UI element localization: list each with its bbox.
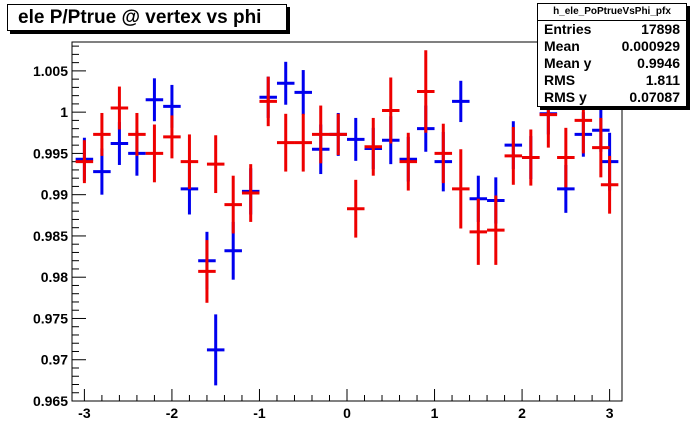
data-point (364, 117, 383, 176)
data-point (276, 113, 295, 172)
data-point (145, 78, 164, 122)
data-point (206, 314, 225, 386)
data-point (347, 117, 365, 161)
data-point (198, 240, 216, 303)
data-point (311, 105, 330, 164)
data-point (452, 80, 470, 123)
data-point (600, 155, 619, 214)
stats-label: Entries (544, 21, 592, 37)
data-point (276, 61, 295, 105)
data-point (128, 112, 146, 156)
data-point (592, 117, 610, 178)
stats-label: RMS (544, 72, 576, 88)
data-point (75, 140, 94, 184)
series-layer (75, 50, 619, 386)
data-point (259, 76, 277, 127)
x-tick-label: -3 (78, 405, 91, 421)
data-point (93, 148, 111, 195)
stats-value: 0.9946 (637, 55, 680, 71)
y-tick-label: 1.005 (33, 63, 68, 79)
stats-value: 17898 (641, 21, 680, 37)
x-tick-label: 1 (431, 405, 439, 421)
stats-value: 0.07087 (629, 89, 680, 105)
series-2 (75, 50, 619, 303)
x-tick-label: -2 (166, 405, 179, 421)
y-tick-label: 0.995 (33, 145, 68, 161)
data-point (294, 70, 312, 115)
stats-row-rms: RMS 1.811 (538, 72, 686, 89)
data-point (206, 135, 225, 194)
data-point (163, 115, 181, 159)
tick-labels: 0.965 0.97 0.975 0.98 0.985 0.99 0.995 1 1.005 -3… (33, 63, 614, 421)
data-point (241, 164, 260, 222)
data-point (294, 113, 312, 172)
stats-row-mean: Mean 0.000929 (538, 38, 686, 55)
data-point (224, 175, 242, 234)
x-tick-label: -1 (253, 405, 266, 421)
stats-row-mean-y: Mean y 0.9946 (538, 55, 686, 72)
data-point (399, 132, 418, 191)
stats-row-rms-y: RMS y 0.07087 (538, 89, 686, 106)
axis-ticks (72, 45, 611, 402)
stats-value: 1.811 (645, 72, 680, 88)
stats-row-entries: Entries 17898 (538, 21, 686, 38)
data-point (522, 129, 540, 186)
y-tick-label: 0.975 (33, 310, 68, 326)
x-tick-label: 3 (606, 405, 614, 421)
data-point (93, 112, 111, 156)
data-point (180, 134, 199, 189)
y-tick-label: 0.985 (33, 228, 68, 244)
stats-box: h_ele_PoPtrueVsPhi_pfx Entries 17898 Mea… (537, 3, 687, 107)
y-tick-label: 0.965 (33, 393, 68, 409)
y-tick-label: 0.99 (41, 187, 68, 203)
chart-title-text: ele P/Ptrue @ vertex vs phi (18, 7, 262, 28)
data-point (382, 77, 400, 144)
data-point (452, 149, 470, 229)
stats-label: Mean (544, 38, 580, 54)
data-point (145, 124, 164, 183)
stats-value: 0.000929 (621, 38, 680, 54)
plot-frame (71, 41, 623, 402)
stats-label: RMS y (544, 89, 587, 105)
stats-name: h_ele_PoPtrueVsPhi_pfx (538, 4, 686, 21)
data-point (434, 123, 453, 184)
y-tick-label: 0.97 (41, 352, 68, 368)
y-tick-label: 0.98 (41, 269, 68, 285)
x-tick-label: 2 (518, 405, 526, 421)
y-tick-label: 1 (60, 104, 68, 120)
data-point (469, 198, 488, 265)
x-tick-label: 0 (343, 405, 351, 421)
data-point (557, 127, 575, 188)
data-point (504, 127, 523, 185)
data-point (417, 50, 435, 133)
stats-label: Mean y (544, 55, 592, 71)
data-point (487, 195, 505, 265)
data-point (110, 86, 129, 130)
chart-title: ele P/Ptrue @ vertex vs phi (7, 4, 287, 31)
data-point (347, 179, 365, 238)
data-point (329, 113, 347, 156)
